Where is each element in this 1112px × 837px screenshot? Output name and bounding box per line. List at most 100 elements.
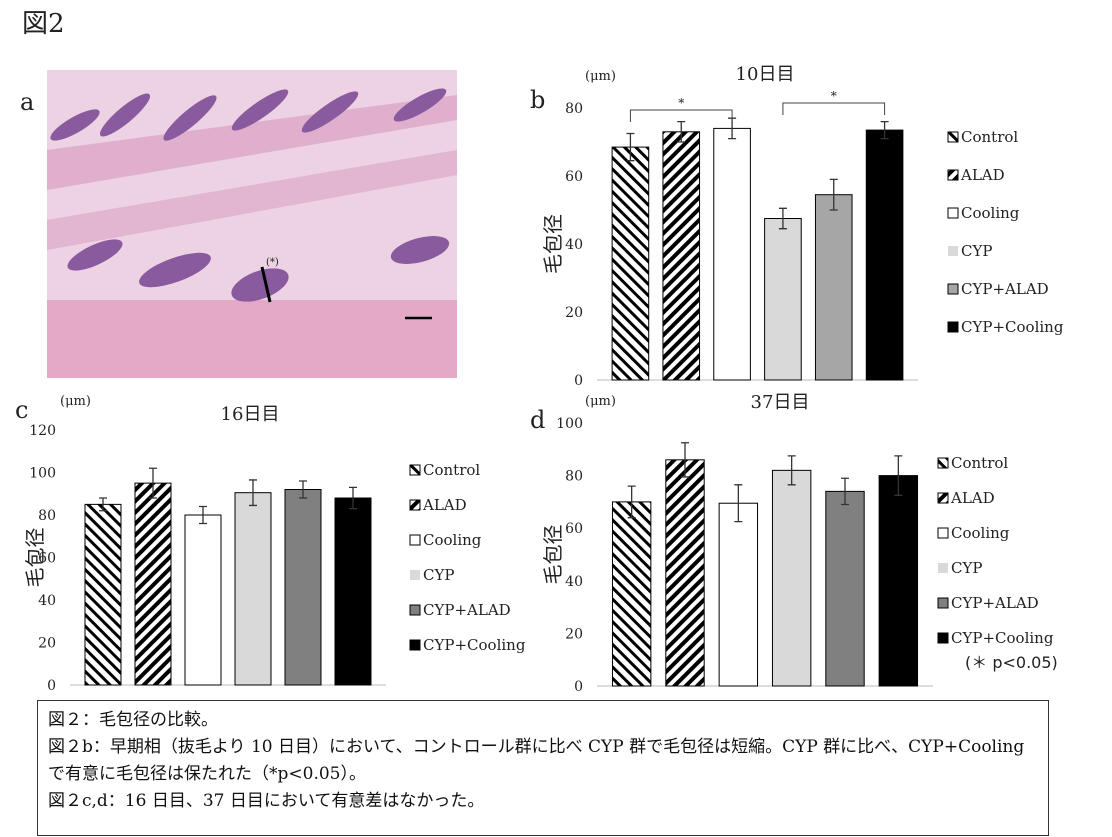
y-axis-label: 毛包径 (23, 528, 47, 588)
histology-image: (*) (47, 70, 457, 378)
chart-title: 16日目 (221, 404, 280, 425)
significance-label: * (678, 96, 684, 110)
legend-swatch (409, 464, 421, 476)
bar (284, 489, 322, 686)
panel-label: d (530, 406, 545, 434)
significance-label: * (831, 89, 837, 103)
chart-title: 37日目 (751, 392, 810, 413)
error-bar (149, 467, 157, 499)
y-axis-label: 毛包径 (541, 525, 565, 585)
bar (334, 497, 372, 686)
bar (665, 459, 705, 687)
legend-label: CYP+ALAD (423, 601, 511, 619)
y-tick-label: 20 (38, 636, 56, 652)
legend-swatch (948, 246, 958, 256)
error-bar (249, 479, 257, 507)
legend-swatch (410, 570, 420, 580)
bar (234, 492, 272, 686)
error-bar (894, 455, 903, 496)
legend-swatch (947, 283, 959, 295)
significance-bracket (782, 102, 886, 115)
error-bar (778, 207, 787, 230)
error-bar (734, 484, 743, 523)
legend-label: ALAD (950, 489, 995, 507)
legend-swatch (409, 499, 421, 511)
error-bar (627, 485, 636, 519)
legend-label: Cooling (961, 204, 1020, 222)
bar (825, 490, 865, 687)
y-tick-label: 60 (565, 169, 583, 185)
bar (865, 129, 904, 381)
legend-swatch (937, 597, 949, 609)
panel-label: a (20, 88, 34, 116)
y-tick-label: 80 (38, 508, 56, 524)
footnote: (＊ p<0.05) (965, 653, 1058, 672)
y-tick-label: 40 (565, 237, 583, 253)
y-tick-label: 40 (38, 593, 56, 609)
y-tick-label: 60 (38, 551, 56, 567)
legend-label: CYP+Cooling (423, 636, 526, 654)
legend-swatch (937, 527, 949, 539)
y-tick-label: 20 (565, 626, 583, 642)
legend-swatch (937, 492, 949, 504)
error-bar (841, 477, 849, 506)
bar (84, 503, 122, 686)
legend-label: CYP+ALAD (961, 280, 1049, 298)
legend-label: CYP+Cooling (961, 318, 1064, 336)
error-bar (349, 486, 357, 510)
y-tick-label: 20 (565, 305, 583, 321)
y-tick-label: 0 (574, 679, 583, 695)
panel-label: b (530, 86, 545, 114)
significance-bracket (629, 109, 733, 122)
legend-label: ALAD (422, 496, 467, 514)
y-tick-label: 40 (565, 574, 583, 590)
unit-label: (μm) (60, 394, 91, 409)
y-tick-label: 80 (565, 101, 583, 117)
bar (878, 475, 919, 687)
bar (611, 146, 650, 381)
legend-swatch (937, 632, 949, 644)
legend-label: CYP (961, 242, 992, 260)
bar (184, 514, 222, 686)
legend-swatch (947, 207, 959, 219)
legend-swatch (947, 169, 959, 181)
bar (662, 131, 701, 381)
caption: 図２：毛包径の比較。 図２b：早期相（抜毛より 10 日目）において、コントロー… (37, 700, 1049, 836)
error-bar (199, 505, 207, 525)
caption-line: 図２b：早期相（抜毛より 10 日目）において、コントロール群に比べ CYP 群… (48, 737, 1025, 784)
error-bar (626, 132, 635, 162)
error-bar (299, 480, 307, 499)
unit-label: (μm) (585, 69, 616, 84)
y-tick-label: 60 (565, 521, 583, 537)
legend-label: CYP+ALAD (951, 594, 1039, 612)
y-tick-label: 120 (29, 423, 56, 439)
bar (814, 194, 853, 381)
error-bar (677, 120, 686, 143)
y-tick-label: 0 (47, 678, 56, 694)
y-tick-label: 100 (29, 466, 56, 482)
error-bar (787, 455, 796, 486)
error-bar (99, 497, 107, 512)
legend-label: CYP (423, 566, 454, 584)
y-tick-label: 0 (574, 373, 583, 389)
y-tick-label: 80 (565, 469, 583, 485)
caption-line: 図２：毛包径の比較。 (48, 710, 218, 730)
legend-swatch (938, 563, 948, 573)
panel-label: c (15, 396, 28, 424)
figure-label: 図2 (22, 9, 65, 39)
bar (611, 501, 652, 687)
bar (718, 502, 759, 687)
legend-label: Control (961, 128, 1018, 146)
legend-label: Control (423, 461, 480, 479)
error-bar (829, 178, 838, 211)
legend-label: Cooling (951, 524, 1010, 542)
chart-title: 10日目 (736, 64, 795, 85)
legend-swatch (409, 534, 421, 546)
legend-label: CYP (951, 559, 982, 577)
bar (713, 127, 751, 381)
legend-label: CYP+Cooling (951, 629, 1054, 647)
error-bar (880, 120, 889, 140)
y-axis-label: 毛包径 (541, 214, 565, 274)
